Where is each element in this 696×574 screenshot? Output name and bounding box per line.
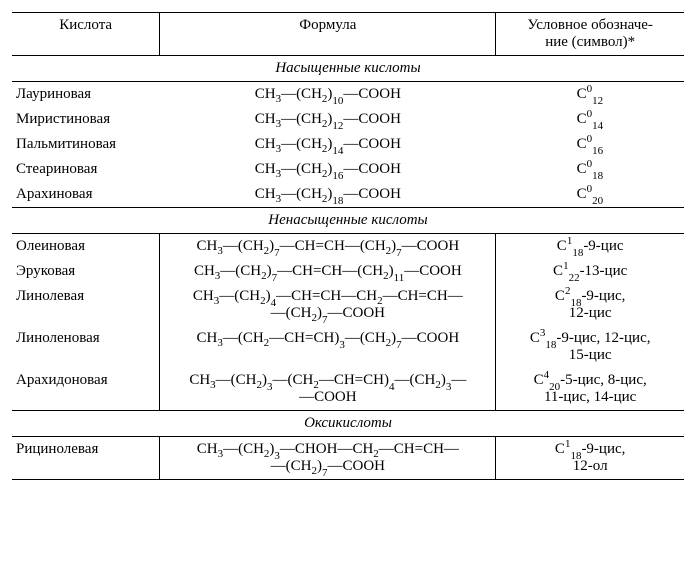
header-acid: Кислота [12,13,160,56]
formula-cell: CH3—(CH2)18—COOH [160,182,496,208]
acid-name: Арахиновая [12,182,160,208]
acid-name: Линолевая [12,284,160,326]
formula-cell: CH3—(CH2)7—CH=CH—(CH2)11—COOH [160,259,496,284]
formula-cell: CH3—(CH2)16—COOH [160,157,496,182]
formula-cell: CH3—(CH2)4—CH=CH—CH2—CH=CH— —(CH2)7—COOH [160,284,496,326]
formula-cell: CH3—(CH2)14—COOH [160,132,496,157]
acid-name: Пальмитиновая [12,132,160,157]
formula-cell: CH3—(CH2)10—COOH [160,82,496,108]
symbol-cell: C420-5-цис, 8-цис, 11-цис, 14-цис [496,368,684,411]
symbol-cell: C218-9-цис, 12-цис [496,284,684,326]
formula-cell: CH3—(CH2)12—COOH [160,107,496,132]
acid-name: Арахидоновая [12,368,160,411]
section-unsaturated: Ненасыщенные кислоты [12,208,684,234]
formula-cell: CH3—(CH2)7—CH=CH—(CH2)7—COOH [160,234,496,260]
table-row: Стеариновая CH3—(CH2)16—COOH C018 [12,157,684,182]
formula-cell: CH3—(CH2—CH=CH)3—(CH2)7—COOH [160,326,496,368]
header-symbol-line1: Условное обозначе- [527,17,653,33]
header-symbol: Условное обозначе- ние (символ)* [496,13,684,56]
symbol-cell: C012 [496,82,684,108]
table-row: Линолевая CH3—(CH2)4—CH=CH—CH2—CH=CH— —(… [12,284,684,326]
fatty-acids-table: Кислота Формула Условное обозначе- ние (… [12,12,684,480]
header-formula: Формула [160,13,496,56]
acid-name: Линоленовая [12,326,160,368]
symbol-cell: C318-9-цис, 12-цис, 15-цис [496,326,684,368]
acid-name: Стеариновая [12,157,160,182]
acid-name: Олеиновая [12,234,160,260]
table-row: Арахиновая CH3—(CH2)18—COOH C020 [12,182,684,208]
table-row: Пальмитиновая CH3—(CH2)14—COOH C016 [12,132,684,157]
acid-name: Рицинолевая [12,437,160,480]
formula-cell: CH3—(CH2)3—CHOH—CH2—CH=CH— —(CH2)7—COOH [160,437,496,480]
table-row: Линоленовая CH3—(CH2—CH=CH)3—(CH2)7—COOH… [12,326,684,368]
formula-cell: CH3—(CH2)3—(CH2—CH=CH)4—(CH2)3— —COOH [160,368,496,411]
table-row: Эруковая CH3—(CH2)7—CH=CH—(CH2)11—COOH C… [12,259,684,284]
symbol-cell: C016 [496,132,684,157]
table-row: Рицинолевая CH3—(CH2)3—CHOH—CH2—CH=CH— —… [12,437,684,480]
symbol-cell: C118-9-цис, 12-ол [496,437,684,480]
table-row: Миристиновая CH3—(CH2)12—COOH C014 [12,107,684,132]
symbol-cell: C018 [496,157,684,182]
header-symbol-line2: ние (символ)* [545,34,635,50]
acid-name: Лауриновая [12,82,160,108]
section-saturated: Насыщенные кислоты [12,56,684,82]
table-row: Олеиновая CH3—(CH2)7—CH=CH—(CH2)7—COOH C… [12,234,684,260]
symbol-cell: C118-9-цис [496,234,684,260]
acid-name: Эруковая [12,259,160,284]
symbol-cell: C014 [496,107,684,132]
symbol-cell: C122-13-цис [496,259,684,284]
section-oxy: Оксикислоты [12,411,684,437]
symbol-cell: C020 [496,182,684,208]
acid-name: Миристиновая [12,107,160,132]
table-row: Арахидоновая CH3—(CH2)3—(CH2—CH=CH)4—(CH… [12,368,684,411]
table-row: Лауриновая CH3—(CH2)10—COOH C012 [12,82,684,108]
